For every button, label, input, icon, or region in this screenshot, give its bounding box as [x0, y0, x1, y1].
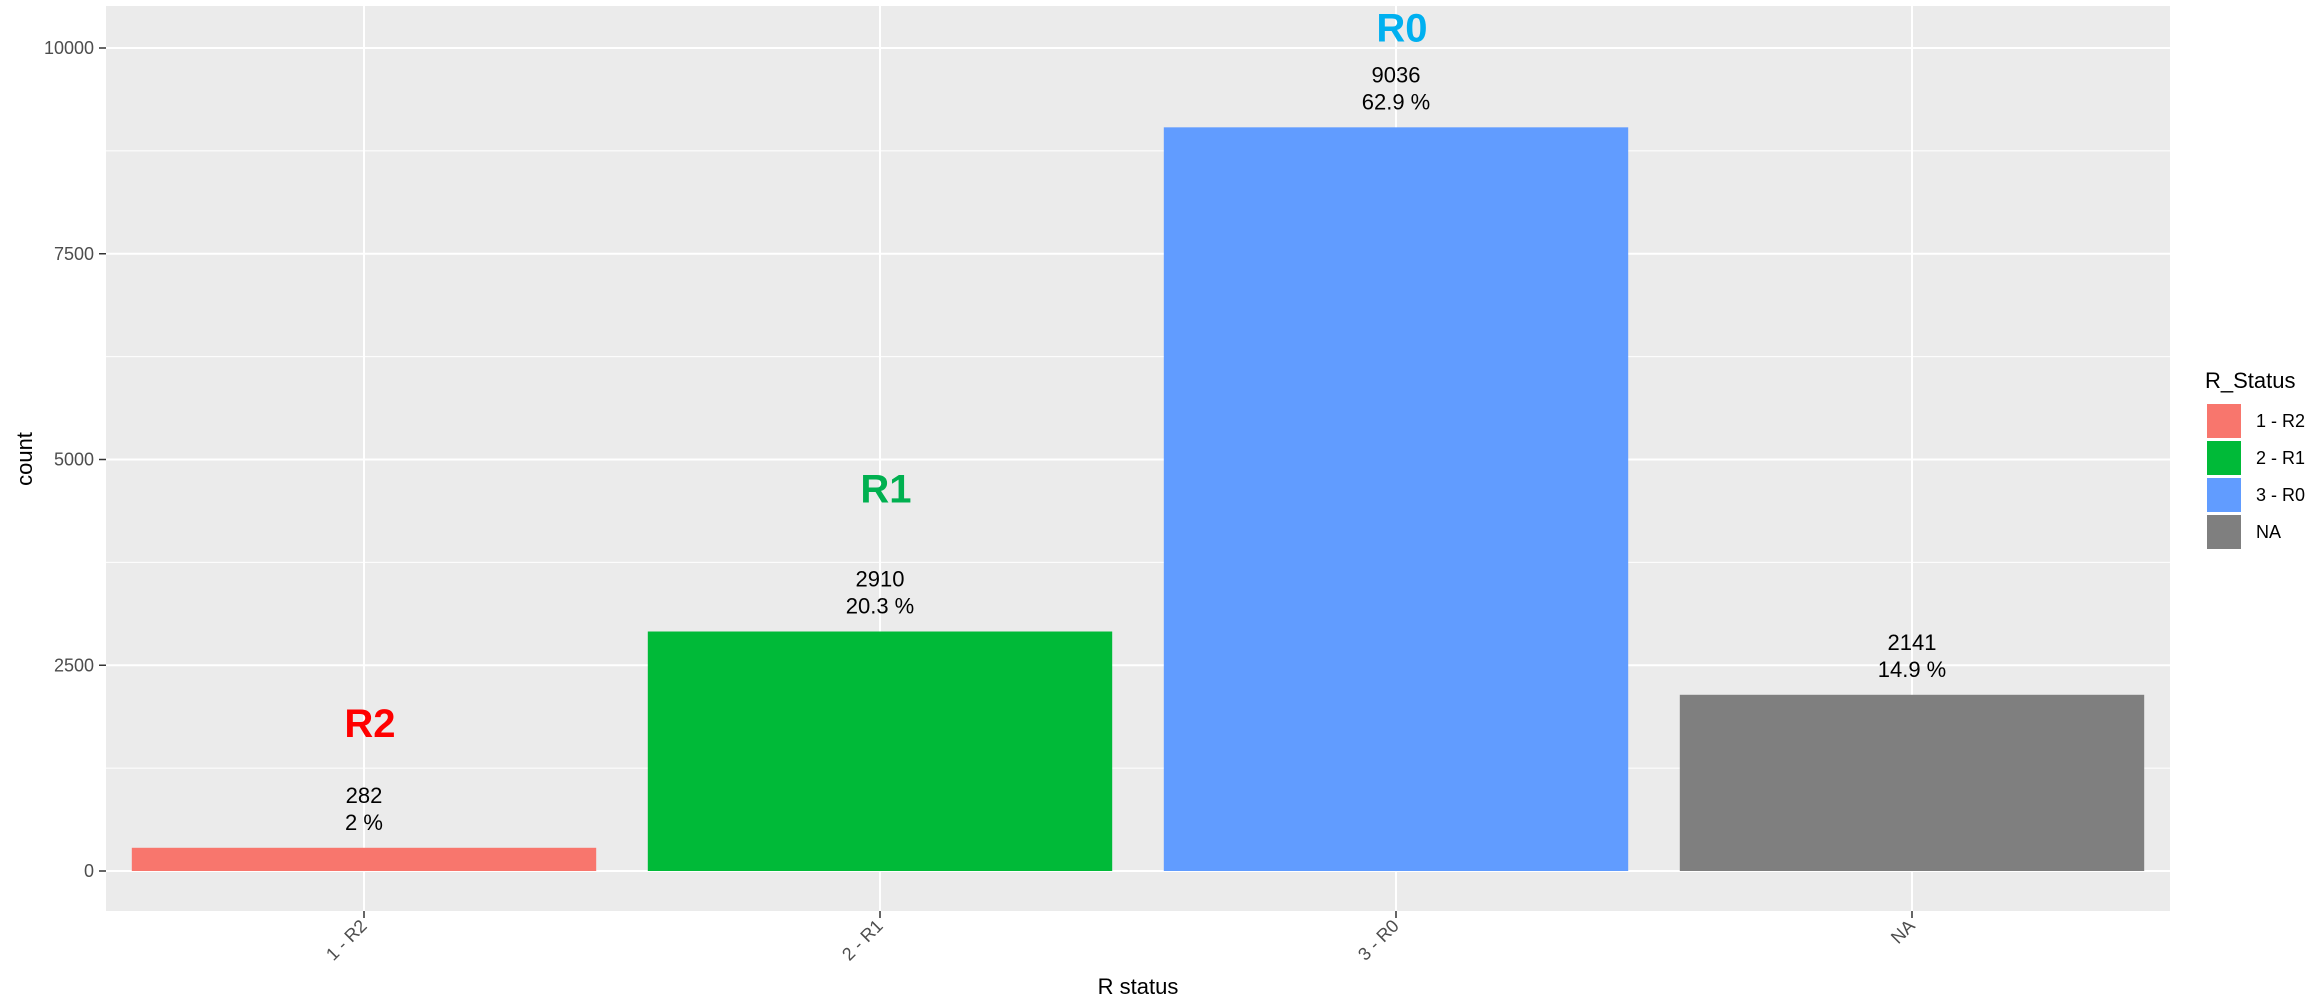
- legend-title: R_Status: [2205, 368, 2296, 393]
- legend-key: [2207, 441, 2241, 475]
- legend-key: [2207, 404, 2241, 438]
- y-tick-label: 0: [84, 861, 94, 881]
- bar: [647, 631, 1113, 871]
- x-axis: 1 - R2 2 - R1 3 - R0 NA: [322, 911, 1919, 964]
- annotation-label: R0: [1376, 6, 1427, 50]
- bar-count-label: 282: [346, 783, 383, 808]
- x-tick-label: NA: [1887, 916, 1919, 948]
- legend-label: 1 - R2: [2256, 411, 2305, 431]
- annotation-label: R1: [860, 467, 911, 511]
- bar-percent-label: 20.3 %: [846, 594, 915, 619]
- annotation-label: R2: [344, 702, 395, 746]
- legend-label: 3 - R0: [2256, 485, 2305, 505]
- legend-key: [2207, 478, 2241, 512]
- bar-percent-label: 62.9 %: [1362, 89, 1431, 114]
- legend: R_Status 1 - R2 2 - R1 3 - R0 NA: [2205, 368, 2305, 549]
- x-tick-label: 2 - R1: [838, 916, 887, 965]
- bar-count-label: 9036: [1372, 62, 1421, 87]
- y-tick-label: 10000: [44, 38, 94, 58]
- y-tick-label: 5000: [54, 450, 94, 470]
- legend-label: 2 - R1: [2256, 448, 2305, 468]
- x-tick-label: 3 - R0: [1354, 916, 1403, 965]
- y-axis-title: count: [12, 432, 37, 486]
- bar: [1679, 694, 2145, 871]
- annotations: R2 R1 R0: [344, 6, 1427, 745]
- legend-key: [2207, 515, 2241, 549]
- bar-count-label: 2141: [1888, 630, 1937, 655]
- x-axis-title: R status: [1098, 974, 1179, 998]
- y-axis: 0 2500 5000 7500 10000: [44, 38, 106, 881]
- x-tick-label: 1 - R2: [322, 916, 371, 965]
- bar-percent-label: 14.9 %: [1878, 657, 1947, 682]
- bar: [131, 847, 597, 871]
- y-tick-label: 7500: [54, 244, 94, 264]
- bar-count-label: 2910: [856, 567, 905, 592]
- bar-percent-label: 2 %: [345, 810, 383, 835]
- legend-label: NA: [2256, 522, 2281, 542]
- y-tick-label: 2500: [54, 655, 94, 675]
- bars: [131, 127, 2145, 871]
- bar: [1163, 127, 1629, 871]
